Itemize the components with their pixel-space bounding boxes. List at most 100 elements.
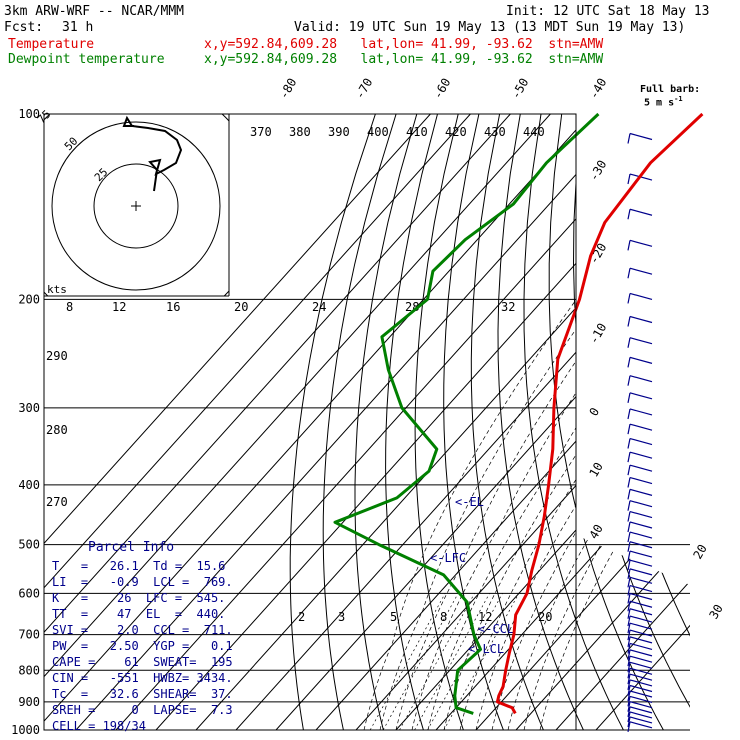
dry-adiabat-line: [289, 114, 376, 730]
forecast-label: Fcst:: [4, 20, 44, 35]
mixing-ratio-line: [399, 593, 475, 730]
isotherm-line: [44, 114, 471, 730]
isotherm-label: 10: [586, 460, 605, 480]
dry-adiabat-line: [354, 114, 418, 730]
isotherm-line: [555, 114, 690, 730]
wind-barb-flag: [627, 357, 631, 368]
dry-adiabat-line: [470, 114, 544, 730]
wind-barb-icon: [629, 423, 653, 431]
wind-barb-flag: [627, 662, 631, 673]
wind-barb-flag: [627, 550, 631, 562]
wind-barb-icon: [629, 267, 653, 275]
wind-barb-flag: [627, 209, 631, 220]
wind-barb-icon: [629, 356, 653, 364]
wind-barb-icon: [629, 684, 653, 693]
wind-barb-icon: [629, 559, 653, 567]
wind-barb-legend-line1: Full barb:: [640, 84, 701, 95]
wind-barb-flag: [627, 500, 631, 511]
wind-barb-flag: [627, 293, 631, 304]
isotherm-label: -80: [276, 76, 299, 102]
wind-barb-icon: [629, 592, 653, 601]
dry-adiabat-line: [642, 114, 690, 730]
valid-time: Valid: 19 UTC Sun 19 May 13 (13 MDT Sun …: [294, 20, 686, 35]
dewpoint-profile-line: [333, 112, 600, 715]
isotherm-line: [395, 114, 690, 730]
wind-barb-flag: [627, 337, 631, 348]
wind-barb-flag: [627, 392, 631, 403]
wind-barb-icon: [629, 679, 653, 687]
isobar-label: 400: [18, 478, 40, 492]
wind-barb-icon: [629, 408, 653, 416]
isotherm-line: [44, 114, 511, 730]
mixing-ratio-label: 20: [538, 610, 552, 624]
plot-frame: [43, 113, 577, 731]
wind-barb-icon: [629, 375, 653, 383]
isotherm-line: [75, 114, 631, 730]
theta-label: 420: [445, 125, 467, 139]
isobar-label: 900: [18, 695, 40, 709]
parcel-info-row: CAPE = 61 SWEAT= 195: [52, 655, 233, 669]
dewpoint-legend-info: x,y=592.84,609.28 lat,lon= 41.99, -93.62…: [204, 52, 604, 67]
isotherm-line: [475, 114, 690, 730]
parcel-info-row: PW = 2.50 YGP = 0.1: [52, 639, 233, 653]
wind-barb-icon: [629, 701, 653, 709]
wind-barb-icon: [629, 576, 653, 584]
wind-barb-flag: [627, 696, 631, 707]
wind-barb-icon: [629, 649, 653, 657]
hodograph-ring-25: [93, 163, 179, 249]
mixing-ratio-line: [369, 593, 446, 730]
parcel-info-row: K = 26 LFC = 545.: [52, 591, 226, 605]
parcel-info-row: Tc = 32.6 SHEAR= 37.: [52, 687, 233, 701]
dry-adiabat-label: 290: [46, 349, 68, 363]
wind-barb-icon: [629, 292, 653, 301]
wind-barb-icon: [629, 629, 653, 637]
moist-adiabat-label: 16: [166, 300, 180, 314]
wind-barb-flag: [627, 585, 631, 596]
parcel-info-row: CIN = -551 HWBZ= 3434.: [52, 671, 233, 685]
isotherm-line: [235, 114, 690, 730]
wind-barb-flag: [627, 711, 631, 723]
wind-barb-flag: [627, 706, 631, 717]
wind-barb-flag: [627, 601, 631, 612]
dry-adiabat-line: [322, 114, 397, 730]
dry-adiabat-label: 280: [46, 423, 68, 437]
wind-barb-icon: [629, 521, 653, 529]
wind-barb-flag: [627, 716, 631, 728]
wind-barb-flag: [627, 438, 631, 449]
mixing-ratio-line: [414, 593, 490, 730]
wind-barb-flag: [627, 560, 631, 571]
dry-adiabat-line: [385, 114, 438, 730]
temperature-legend-info: x,y=592.84,609.28 lat,lon= 41.99, -93.62…: [204, 37, 604, 52]
moist-adiabat-line: [507, 299, 690, 730]
theta-label: 430: [484, 125, 506, 139]
dry-adiabat-line: [523, 114, 624, 730]
wind-barb-icon: [629, 451, 653, 459]
wind-barb-icon: [629, 706, 653, 714]
wind-barb-icon: [629, 622, 653, 630]
wind-barb-legend-line2: 5 m s-1: [644, 95, 683, 109]
wind-barb-flag: [627, 701, 631, 712]
wind-barb-icon: [629, 721, 653, 729]
isotherm-line: [195, 114, 690, 730]
wind-barb-icon: [629, 208, 653, 216]
moist-adiabat-line: [475, 299, 690, 730]
wind-barb-flag: [627, 511, 631, 522]
theta-label: 410: [406, 125, 428, 139]
hodograph-trace: [122, 115, 183, 192]
wind-barb-flag: [627, 577, 631, 588]
dry-adiabat-line: [619, 114, 690, 730]
isotherm-label: -70: [352, 76, 375, 102]
wind-barb-flag: [627, 316, 631, 327]
wind-barb-flag: [627, 489, 631, 500]
isotherm-line: [515, 114, 690, 730]
hodograph-unit-label: kts: [47, 283, 67, 296]
wind-barb-flag: [627, 721, 631, 732]
isotherm-line: [595, 114, 690, 730]
wind-barb-flag: [627, 568, 631, 580]
wind-barb-icon: [629, 661, 653, 669]
moist-adiabat-label: 24: [312, 300, 326, 314]
moist-adiabat-line: [443, 299, 683, 730]
wind-barb-flag: [627, 674, 631, 685]
dry-adiabat-line: [572, 114, 690, 730]
hodograph-center-icon: [131, 201, 141, 211]
